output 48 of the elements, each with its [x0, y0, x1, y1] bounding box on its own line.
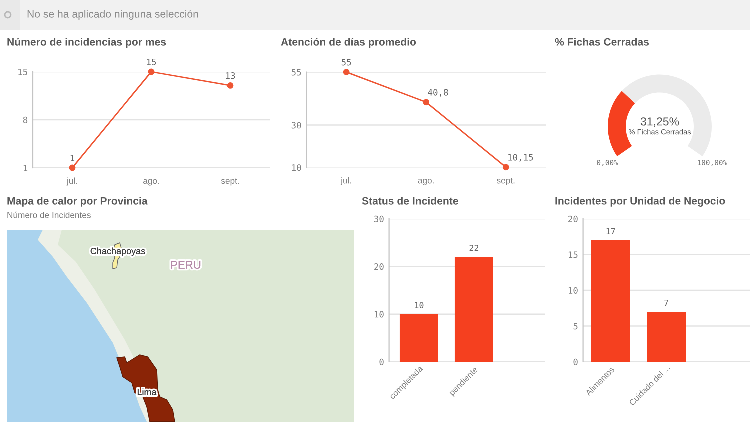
x-tick-label: ago. — [418, 179, 434, 186]
y-tick-label: 10 — [568, 287, 578, 294]
text: No se ha aplicado ninguna selección — [28, 10, 198, 20]
point — [502, 164, 510, 171]
point — [148, 68, 155, 76]
chart-title: % Fichas Cerradas — [555, 38, 650, 46]
data-label: 10 — [415, 302, 424, 309]
x-tick-label: sept. — [221, 178, 240, 186]
y-tick-label: 20 — [568, 216, 578, 222]
y-tick-label: 10 — [374, 311, 384, 318]
data-label: 10,15 — [508, 154, 534, 162]
data-label: 7 — [664, 300, 668, 306]
chart-title: Atención de días promedio — [281, 38, 416, 48]
y-tick-label: 20 — [374, 264, 384, 270]
chart-title: Incidentes por Unidad de Negocio — [556, 197, 726, 207]
point — [343, 69, 350, 76]
point — [423, 99, 430, 106]
y-tick-label: 15 — [568, 252, 578, 258]
point — [227, 82, 234, 89]
data-label: 1 — [70, 154, 75, 162]
x-tick-label: sept. — [497, 178, 515, 186]
y-tick-label: 5 — [574, 323, 578, 330]
point — [69, 164, 76, 172]
text: PERU — [171, 261, 201, 269]
data-label: 40,8 — [428, 89, 448, 97]
y-tick-label: 8 — [23, 116, 28, 124]
data-label: 15 — [147, 58, 156, 66]
y-tick-label: 1 — [24, 164, 28, 172]
data-label: 55 — [342, 59, 352, 66]
data-label: 22 — [470, 245, 479, 252]
text: Lima — [138, 388, 157, 396]
y-tick-label: 10 — [292, 164, 302, 172]
text: Número de Incidentes — [8, 212, 91, 218]
y-tick-label: 0 — [574, 358, 578, 366]
chart-title: Número de incidencias por mes — [8, 38, 166, 48]
x-tick-label: ago. — [143, 179, 160, 186]
text: Mapa de calor por Provincia — [8, 197, 148, 207]
x-tick-label: jul. — [66, 178, 78, 186]
data-label: 13 — [226, 72, 236, 80]
text: 31,25% — [640, 118, 680, 128]
x-tick-label: jul. — [340, 177, 352, 186]
y-tick-label: 15 — [18, 68, 28, 76]
y-tick-label: 55 — [292, 69, 302, 76]
y-tick-label: 30 — [292, 122, 302, 129]
y-tick-label: 30 — [374, 216, 384, 222]
y-tick-label: 0 — [380, 358, 384, 366]
chart-title: Status de Incidente — [362, 197, 458, 205]
data-label: 17 — [606, 228, 616, 235]
